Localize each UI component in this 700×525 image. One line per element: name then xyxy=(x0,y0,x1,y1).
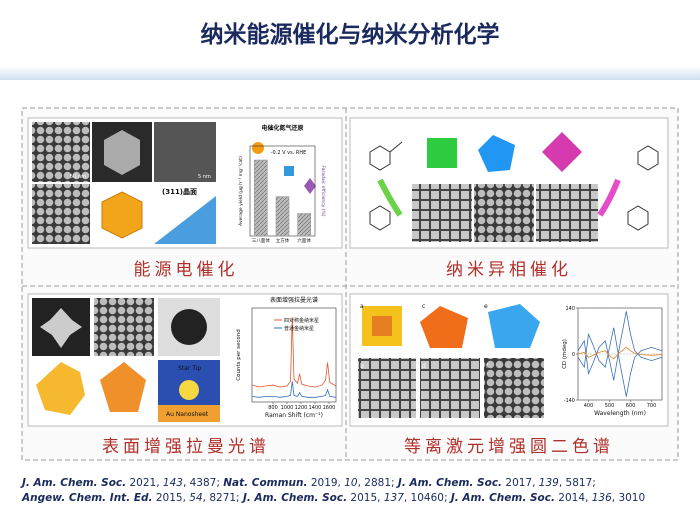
micrographs xyxy=(32,298,220,422)
x-tick-label: 400 xyxy=(584,403,594,409)
x-tick-label: 1000 xyxy=(281,405,294,411)
panel-letter: f xyxy=(486,363,489,370)
reference-segment: 2015, xyxy=(347,492,384,504)
reference-segment: Angew. Chem. Int. Ed. xyxy=(21,492,153,504)
x-tick-label: 800 xyxy=(268,405,278,411)
nanocrystals xyxy=(377,132,621,242)
panel-caption: 能源电催化 xyxy=(134,260,239,280)
reference-segment: , 5817; xyxy=(559,477,596,489)
y-tick-label: 140 xyxy=(565,306,575,312)
y-tick-label: 0 xyxy=(572,352,575,358)
reference-segment: 143 xyxy=(163,477,183,489)
x-tick-label: 500 xyxy=(605,403,615,409)
micrographs xyxy=(32,122,316,244)
panel-letter: a xyxy=(360,303,364,310)
series-line xyxy=(251,381,337,398)
reference-segment: , 3010 xyxy=(612,492,645,504)
panel-caption: 等离激元增强圆二色谱 xyxy=(404,437,614,457)
diagram-label: Au Nanosheet xyxy=(166,411,209,418)
diagram-label: Star Tip xyxy=(178,365,201,372)
x-tick-label: 700 xyxy=(647,403,657,409)
bar xyxy=(254,159,268,237)
reference-line: Angew. Chem. Int. Ed. 2015, 54, 8271; J.… xyxy=(21,492,645,504)
x-tick-label: 立方体 xyxy=(276,237,290,244)
x-axis-label: Raman Shift (cm⁻¹) xyxy=(265,412,323,419)
reference-segment: J. Am. Chem. Soc. xyxy=(396,477,502,489)
reference-segment: 2017, xyxy=(502,477,539,489)
reference-segment: J. Am. Chem. Soc. xyxy=(20,477,126,489)
y-axis-label: Counts per second xyxy=(236,329,242,380)
reference-segment: 54 xyxy=(189,492,202,504)
reaction-scheme xyxy=(369,141,659,231)
panel-caption: 纳米异相催化 xyxy=(446,260,572,280)
y-axis-label: Average yield (μg h⁻¹ mg⁻¹cat) xyxy=(238,156,244,226)
x-tick-label: 三八面体 xyxy=(252,237,270,244)
facet-label: (311)晶面 xyxy=(162,187,197,196)
chart-title: 电催化氮气还原 xyxy=(261,124,303,132)
chart-title: 表面增强拉曼光谱 xyxy=(270,296,318,304)
legend-label: 四对称金纳米星 xyxy=(284,317,319,324)
x-tick-label: 600 xyxy=(626,403,636,409)
reference-segment: 2014, xyxy=(555,492,592,504)
panel-letter: c xyxy=(422,303,425,310)
panel-letter: e xyxy=(484,303,488,310)
reference-segment: , 8271; xyxy=(203,492,243,504)
y-tick-label: -140 xyxy=(564,398,575,404)
panel-letter: d xyxy=(422,363,426,370)
reference-segment: 139 xyxy=(539,477,559,489)
annotation: -0.2 V vs. RHE xyxy=(271,150,307,156)
reference-segment: 10 xyxy=(344,477,358,489)
x-tick-label: 1200 xyxy=(295,405,308,411)
reference-segment: 137 xyxy=(384,492,404,504)
panel-letter: b xyxy=(360,363,364,370)
reference-segment: 2015, xyxy=(153,492,190,504)
series-line xyxy=(577,327,663,397)
series-line xyxy=(577,311,663,381)
reference-segment: 2021, xyxy=(126,477,163,489)
y-axis-label: CD (mdeg) xyxy=(562,339,568,369)
reference-segment: 136 xyxy=(592,492,612,504)
bar xyxy=(297,213,311,237)
scale-label: 5 nm xyxy=(198,174,211,180)
x-tick-label: 1600 xyxy=(323,405,336,411)
reference-segment: 2019, xyxy=(308,477,345,489)
reference-segment: , 10460; xyxy=(404,492,451,504)
x-tick-label: 六面体 xyxy=(297,237,311,244)
reference-segment: Nat. Commun. xyxy=(223,477,307,489)
slide-title: 纳米能源催化与纳米分析化学 xyxy=(201,21,500,48)
scale-label: 50 nm xyxy=(70,174,86,180)
bar xyxy=(275,196,290,237)
series-line xyxy=(577,346,663,360)
nanostructures xyxy=(358,304,544,418)
title-band xyxy=(0,66,700,80)
reference-segment: , 2881; xyxy=(358,477,398,489)
series-line xyxy=(251,317,337,388)
reference-segment: , 4387; xyxy=(183,477,223,489)
x-axis-label: Wavelength (nm) xyxy=(594,410,646,417)
reference-segment: J. Am. Chem. Soc. xyxy=(241,492,347,504)
y2-axis-label: Faradaic efficiency (%) xyxy=(320,165,326,216)
legend-label: 普通金纳米星 xyxy=(284,325,314,332)
reference-line: J. Am. Chem. Soc. 2021, 143, 4387; Nat. … xyxy=(20,477,596,489)
panel-caption: 表面增强拉曼光谱 xyxy=(102,437,270,457)
reference-segment: J. Am. Chem. Soc. xyxy=(449,492,555,504)
x-tick-label: 1400 xyxy=(309,405,322,411)
